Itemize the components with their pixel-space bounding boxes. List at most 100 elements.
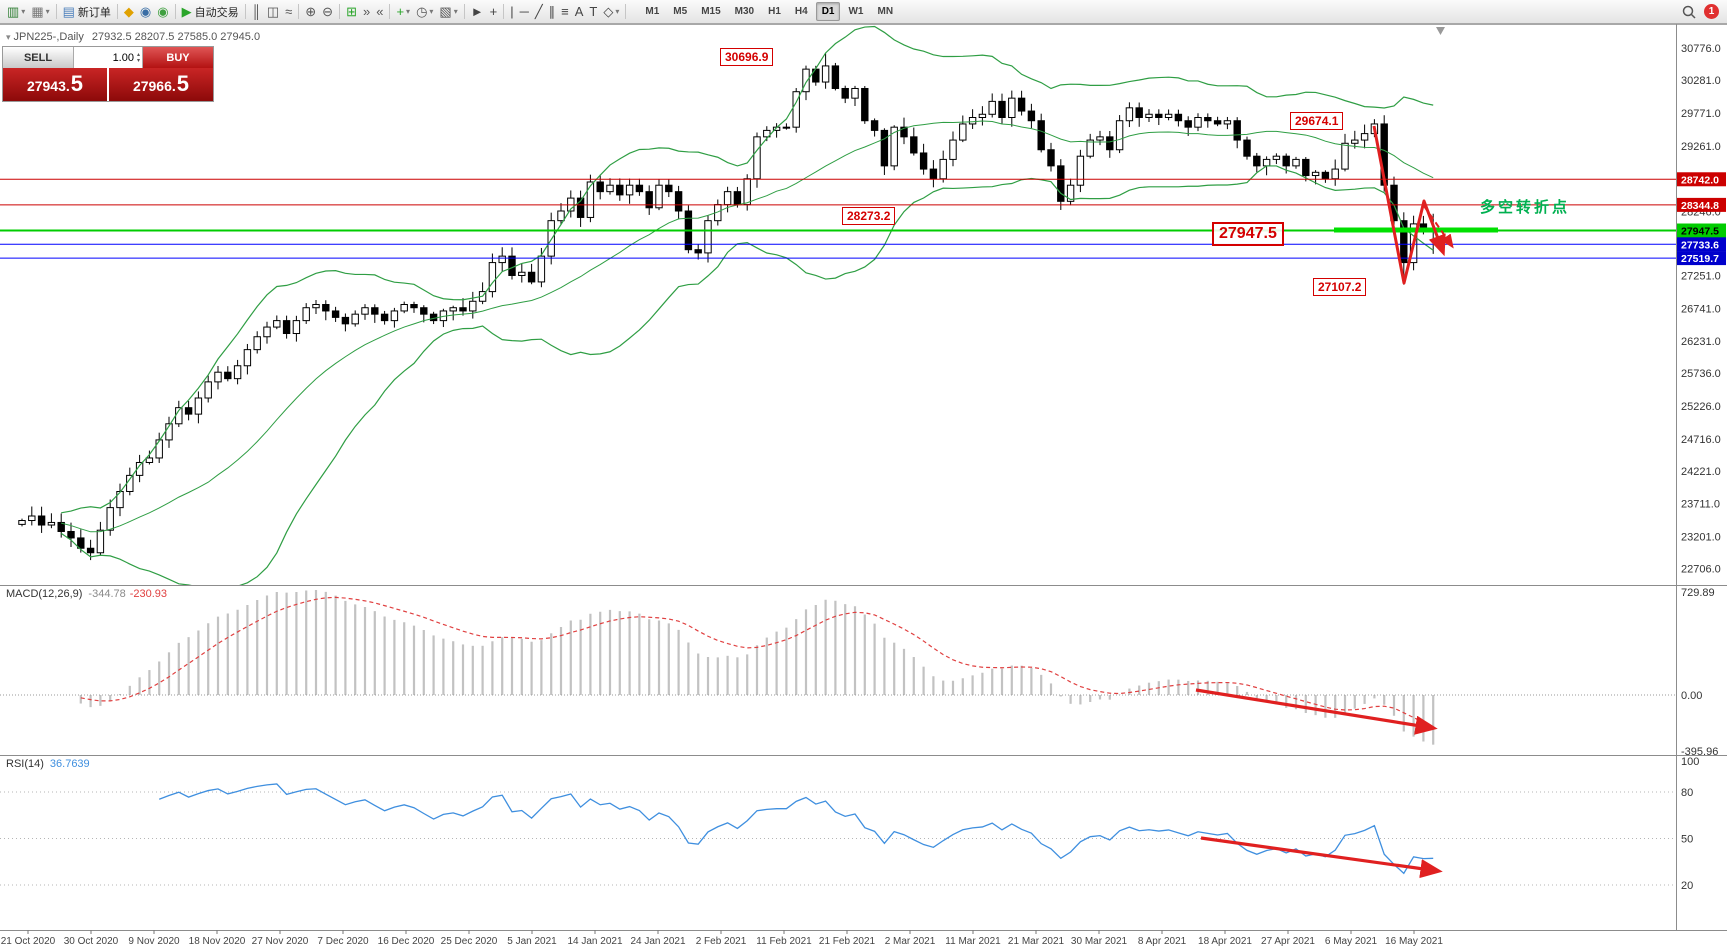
svg-text:22706.0: 22706.0 [1681,563,1721,575]
community-icon[interactable]: ◉ [137,2,154,22]
spinner-down-icon[interactable]: ▾ [136,57,140,64]
autotrading-button-glyph: ▶ [181,3,192,19]
profiles-icon[interactable]: ▦ ▾ [28,2,52,22]
macd-histogram [79,589,1435,745]
equidistant-channel-icon[interactable]: ∥ [546,2,559,22]
rsi-indicator-label: RSI(14) 36.7639 [6,758,90,770]
text-label-icon-glyph: T [589,3,598,19]
buy-button[interactable]: BUY [143,47,213,68]
chevron-down-icon: ▾ [21,7,26,16]
timeframe-h4[interactable]: H4 [794,6,808,17]
indicators-icon[interactable]: + ▾ [393,2,413,22]
price-axis[interactable]: 30776.030281.029771.029261.028246.027251… [1677,43,1726,575]
text-label-icon[interactable]: T [586,2,600,22]
price-annotation[interactable]: 27107.2 [1313,278,1367,296]
svg-text:18 Nov 2020: 18 Nov 2020 [189,936,246,947]
horizontal-line-icon[interactable]: ─ [517,2,532,22]
toolbar-buttons: ▥ ▾ ▦ ▾ ▤ 新订单 ◆ ◉ ◉ ▶ 自动交易 ║ ◫ ≈ ⊕ ⊖ ⊞» «+ ▾ ◷ ▾ ▧ ▾ ► + | ─ ╱ ∥ ≡ A T ◇… [4,2,629,22]
new-order-button[interactable]: ▤ 新订单 [60,2,114,22]
periods-icon[interactable]: ◷ ▾ [413,2,436,22]
turning-point-label[interactable]: 多空转折点 [1480,199,1571,216]
one-click-trading-panel: SELL 1.00 ▴ ▾ BUY 27943. 5 27966. 5 [2,46,214,102]
chart-shift-marker[interactable] [1436,27,1445,35]
metaeditor-icon[interactable]: ◆ [121,2,137,22]
zoom-out-icon[interactable]: ⊖ [319,2,336,22]
rsi-trend-arrow[interactable] [1200,836,1443,879]
svg-text:16 May 2021: 16 May 2021 [1385,936,1443,947]
notifications-badge[interactable]: 1 [1704,4,1719,19]
cursor-icon[interactable]: ► [468,2,487,22]
cursor-icon-glyph: ► [470,3,484,19]
timeframe-w1[interactable]: W1 [848,6,864,17]
sell-button[interactable]: SELL [3,47,74,68]
price-badge: 27733.6 [1677,237,1726,252]
svg-text:100: 100 [1681,756,1699,768]
bollinger-upper-band [61,25,1434,514]
trendline-icon[interactable]: ╱ [532,2,546,22]
macd-signal-line [80,596,1434,728]
line-chart-mode-icon[interactable]: ≈ [282,2,295,22]
svg-text:5 Jan 2021: 5 Jan 2021 [507,936,557,947]
auto-scroll-icon[interactable]: » [360,2,373,22]
svg-text:7 Dec 2020: 7 Dec 2020 [317,936,369,947]
metaeditor-icon-glyph: ◆ [123,3,134,19]
toolbar-separator [389,4,391,19]
bar-chart-mode-icon-glyph: ║ [251,3,261,19]
macd-trend-arrow[interactable] [1195,688,1438,735]
new-chart-icon[interactable]: ▥ ▾ [4,2,28,22]
chart-shift-icon-glyph: « [376,3,384,19]
timeframe-mn[interactable]: MN [877,6,894,17]
svg-text:24 Jan 2021: 24 Jan 2021 [630,936,685,947]
toolbar-separator [174,4,176,19]
timeframe-m30[interactable]: M30 [734,6,755,17]
volume-input[interactable]: 1.00 ▴ ▾ [74,47,143,68]
autotrading-button[interactable]: ▶ 自动交易 [179,2,242,22]
rsi-line [158,783,1434,875]
market-icon[interactable]: ◉ [154,2,171,22]
timeframe-h1[interactable]: H1 [768,6,781,17]
text-icon[interactable]: A [572,2,587,22]
price-annotation[interactable]: 29674.1 [1290,112,1344,130]
templates-icon[interactable]: ▧ ▾ [436,2,460,22]
bar-chart-mode-icon[interactable]: ║ [249,2,264,22]
zoom-in-icon-glyph: ⊕ [305,3,317,19]
timeframe-m15[interactable]: M15 [701,6,721,17]
timeframe-d1[interactable]: D1 [815,2,841,21]
price-annotation[interactable]: 27947.5 [1212,222,1284,246]
sell-price[interactable]: 27943. 5 [3,68,107,101]
vertical-line-icon[interactable]: | [507,2,516,22]
volume-spinner[interactable]: ▴ ▾ [137,52,140,64]
chart-menu-icon[interactable]: ▾ [6,32,11,42]
fibonacci-icon[interactable]: ≡ [558,2,572,22]
svg-text:21 Feb 2021: 21 Feb 2021 [819,936,876,947]
shapes-icon[interactable]: ◇ ▾ [600,2,622,22]
tile-windows-icon[interactable]: ⊞ [343,2,360,22]
buy-price[interactable]: 27966. 5 [109,68,213,101]
candle-chart-mode-icon[interactable]: ◫ [264,2,282,22]
time-axis[interactable]: 21 Oct 2020 30 Oct 2020 9 Nov 2020 18 Nov 2… [1,930,1444,947]
price-annotation[interactable]: 30696.9 [720,48,774,66]
price-annotation[interactable]: 28273.2 [842,207,896,225]
zigzag-trend-arrow[interactable] [1372,125,1446,285]
timeframe-m1[interactable]: M1 [645,6,660,17]
price-badge: 28742.0 [1677,172,1726,187]
crosshair-icon[interactable]: + [487,2,501,22]
timeframe-m5[interactable]: M5 [673,6,688,17]
svg-text:28344.8: 28344.8 [1681,200,1719,212]
toolbar-separator [298,4,300,19]
zoom-in-icon[interactable]: ⊕ [302,2,319,22]
price-badge: 27947.5 [1677,223,1726,238]
search-icon[interactable] [1681,4,1697,20]
chart-symbol-period: JPN225-,Daily [13,31,84,43]
toolbar-separator [463,4,465,19]
new-order-button-glyph: ▤ [62,3,75,19]
horizontal-line-icon-glyph: ─ [519,3,529,19]
chart-shift-icon[interactable]: « [373,2,386,22]
fibonacci-icon-glyph: ≡ [561,3,569,19]
vertical-line-icon-glyph: | [510,3,514,19]
bollinger-middle-band [61,120,1434,533]
dashed-trend-arrow[interactable] [1423,205,1454,249]
spinner-up-icon[interactable]: ▴ [136,51,140,58]
